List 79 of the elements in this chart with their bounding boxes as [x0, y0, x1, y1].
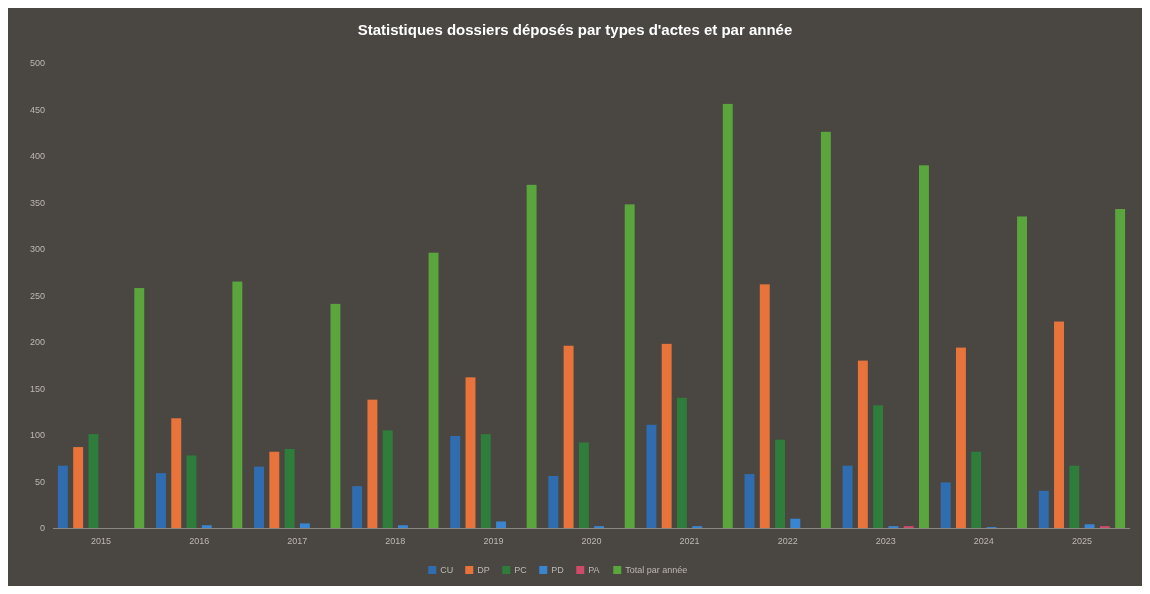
bar	[201, 525, 212, 528]
bar	[480, 434, 491, 528]
bar	[232, 281, 243, 528]
x-tick-label: 2018	[385, 536, 406, 546]
bar	[155, 473, 166, 528]
x-tick-label: 2021	[679, 536, 700, 546]
bar	[918, 165, 929, 528]
bar	[1069, 465, 1080, 528]
bar	[57, 465, 68, 528]
bar	[526, 184, 537, 528]
y-tick-label: 300	[29, 244, 45, 255]
y-tick-label: 150	[29, 383, 45, 394]
bar	[744, 474, 755, 528]
x-tick-label: 2025	[1071, 536, 1092, 546]
bar	[790, 518, 801, 528]
legend-label: CU	[440, 565, 454, 576]
bar	[186, 455, 197, 528]
legend-label: PA	[588, 565, 600, 576]
bar	[367, 399, 378, 528]
bar	[661, 343, 672, 528]
bar	[842, 465, 853, 528]
bar	[330, 303, 341, 528]
y-tick-label: 350	[29, 197, 45, 208]
chart-title: Statistiques dossiers déposés par types d'actes et par année	[357, 21, 793, 38]
bar	[269, 451, 280, 528]
bar	[578, 442, 589, 528]
bar	[88, 434, 99, 528]
bar	[284, 448, 295, 528]
bar	[955, 347, 966, 528]
x-tick-label: 2022	[777, 536, 798, 546]
bar	[820, 131, 831, 528]
bar	[352, 486, 363, 528]
y-tick-label: 450	[29, 104, 45, 115]
bar	[940, 482, 951, 528]
bar	[450, 435, 461, 528]
y-tick-label: 100	[29, 430, 45, 441]
x-tick-label: 2015	[91, 536, 112, 546]
bar	[646, 424, 657, 528]
bar	[563, 345, 574, 528]
bar	[465, 377, 476, 528]
bar	[134, 288, 145, 528]
y-tick-label: 200	[29, 337, 45, 348]
y-tick-label: 50	[34, 476, 45, 487]
y-tick-label: 400	[29, 151, 45, 162]
bar	[254, 466, 265, 528]
bar	[382, 430, 393, 528]
bar	[398, 525, 408, 528]
bar	[428, 252, 439, 528]
bar	[873, 405, 884, 528]
bar	[1054, 321, 1064, 528]
bar	[775, 439, 785, 528]
legend-label: PC	[514, 565, 528, 576]
x-tick-label: 2016	[189, 536, 210, 546]
x-tick-label: 2019	[483, 536, 504, 546]
bar	[1084, 524, 1095, 528]
bar	[299, 523, 310, 528]
bar	[676, 397, 687, 528]
bar	[759, 284, 770, 528]
bar	[857, 360, 868, 528]
bar	[73, 447, 84, 528]
bar	[722, 103, 733, 528]
bar	[1038, 490, 1049, 528]
legend-label: DP	[477, 565, 490, 576]
bar	[1115, 209, 1126, 528]
x-tick-label: 2024	[973, 536, 994, 546]
bar	[971, 451, 982, 528]
y-tick-label: 0	[39, 523, 45, 534]
bar	[171, 418, 182, 528]
x-tick-label: 2020	[581, 536, 602, 546]
legend-label: Total par année	[625, 565, 688, 576]
bar	[548, 475, 559, 528]
bar	[1017, 216, 1028, 528]
y-tick-label: 500	[29, 58, 45, 69]
bar	[624, 204, 635, 528]
bar	[496, 521, 507, 528]
x-tick-label: 2017	[287, 536, 308, 546]
legend-label: PD	[551, 565, 565, 576]
y-tick-label: 250	[29, 290, 45, 301]
x-tick-label: 2023	[875, 536, 896, 546]
